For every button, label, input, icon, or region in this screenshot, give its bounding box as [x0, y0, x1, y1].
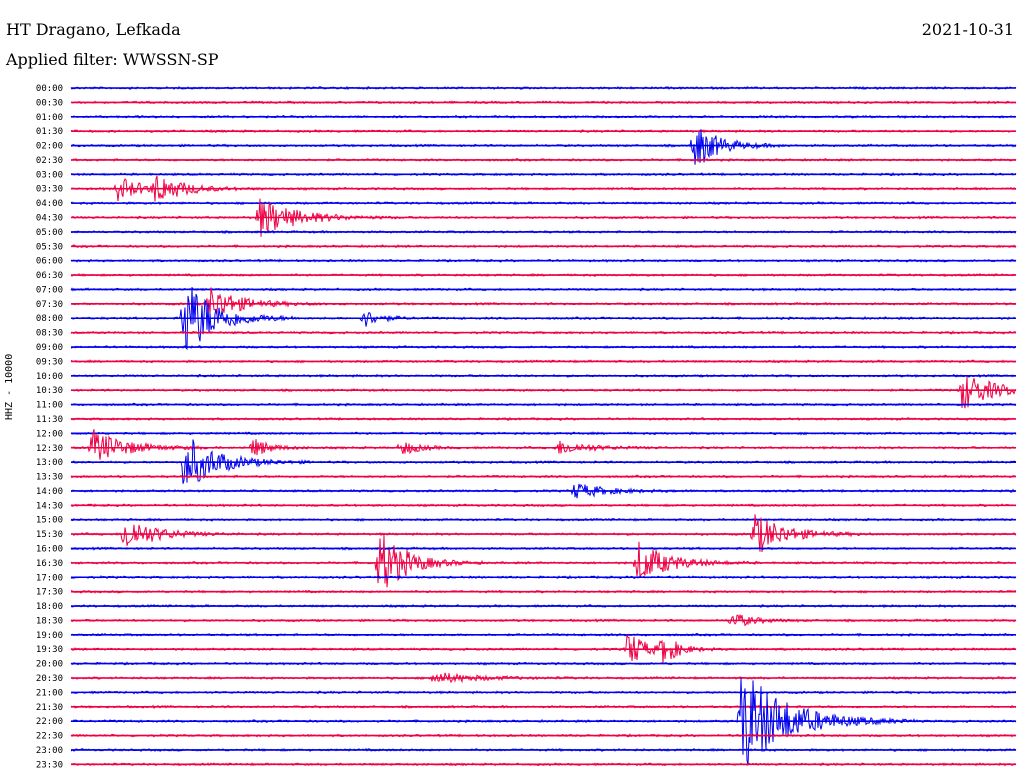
- row-time-label: 11:30: [36, 415, 63, 425]
- row-time-label: 16:30: [36, 559, 63, 569]
- row-time-label: 13:00: [36, 458, 63, 468]
- row-time-label: 06:30: [36, 271, 63, 281]
- trace-line: [70, 534, 1017, 588]
- row-time-label: 21:00: [36, 688, 63, 698]
- row-time-label: 15:00: [36, 516, 63, 526]
- row-time-label: 09:00: [36, 343, 63, 353]
- row-time-label: 17:00: [36, 573, 63, 583]
- row-time-label: 20:00: [36, 660, 63, 670]
- row-time-label: 00:30: [36, 98, 63, 108]
- row-time-label: 20:30: [36, 674, 63, 684]
- row-time-label: 18:00: [36, 602, 63, 612]
- row-time-label: 11:00: [36, 401, 63, 411]
- row-time-label: 12:00: [36, 429, 63, 439]
- row-time-label: 13:30: [36, 473, 63, 483]
- row-time-label: 18:30: [36, 616, 63, 626]
- row-time-label: 14:30: [36, 501, 63, 511]
- row-time-label: 08:00: [36, 314, 63, 324]
- row-time-label: 19:30: [36, 645, 63, 655]
- row-time-label: 22:00: [36, 717, 63, 727]
- row-time-label: 05:30: [36, 242, 63, 252]
- row-time-label: 17:30: [36, 588, 63, 598]
- row-time-label: 19:00: [36, 631, 63, 641]
- row-time-label: 00:00: [36, 84, 63, 94]
- row-time-label: 23:00: [36, 746, 63, 756]
- row-time-label: 15:30: [36, 530, 63, 540]
- row-time-label: 07:30: [36, 300, 63, 310]
- station-title: HT Dragano, Lefkada: [6, 20, 181, 39]
- filter-label: Applied filter: WWSSN-SP: [6, 50, 219, 69]
- row-time-label: 23:30: [36, 760, 63, 770]
- row-time-label: 16:00: [36, 544, 63, 554]
- row-time-label: 05:00: [36, 228, 63, 238]
- row-time-label: 01:00: [36, 113, 63, 123]
- trace-group: [70, 85, 1017, 767]
- row-time-label: 03:00: [36, 170, 63, 180]
- row-time-label: 10:30: [36, 386, 63, 396]
- row-time-label: 03:30: [36, 185, 63, 195]
- row-time-label: 21:30: [36, 703, 63, 713]
- date-label: 2021-10-31: [921, 20, 1014, 39]
- row-time-label: 10:00: [36, 372, 63, 382]
- row-time-label: 14:00: [36, 487, 63, 497]
- row-time-label: 02:30: [36, 156, 63, 166]
- row-time-label: 04:30: [36, 214, 63, 224]
- row-time-label: 22:30: [36, 732, 63, 742]
- trace-line: [70, 287, 1017, 315]
- row-time-label: 12:30: [36, 444, 63, 454]
- row-time-label: 07:00: [36, 285, 63, 295]
- row-time-label: 08:30: [36, 329, 63, 339]
- row-time-label: 09:30: [36, 357, 63, 367]
- tick-label-group: 00:00 00:30 01:00 01:30 02:00 02:30 03:00 03:30…: [36, 84, 63, 770]
- row-time-label: 06:00: [36, 257, 63, 267]
- row-time-label: 02:00: [36, 142, 63, 152]
- row-time-label: 01:30: [36, 127, 63, 137]
- row-time-label: 04:00: [36, 199, 63, 209]
